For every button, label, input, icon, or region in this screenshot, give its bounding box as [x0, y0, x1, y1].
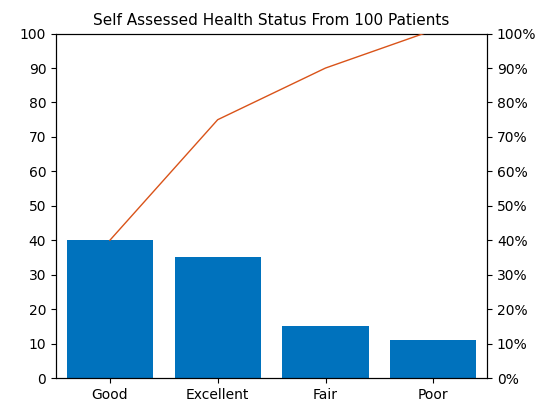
Bar	[390, 340, 477, 378]
Bar	[175, 257, 261, 378]
Title: Self Assessed Health Status From 100 Patients: Self Assessed Health Status From 100 Pat…	[94, 13, 450, 28]
Bar	[282, 326, 368, 378]
Bar	[67, 240, 153, 378]
